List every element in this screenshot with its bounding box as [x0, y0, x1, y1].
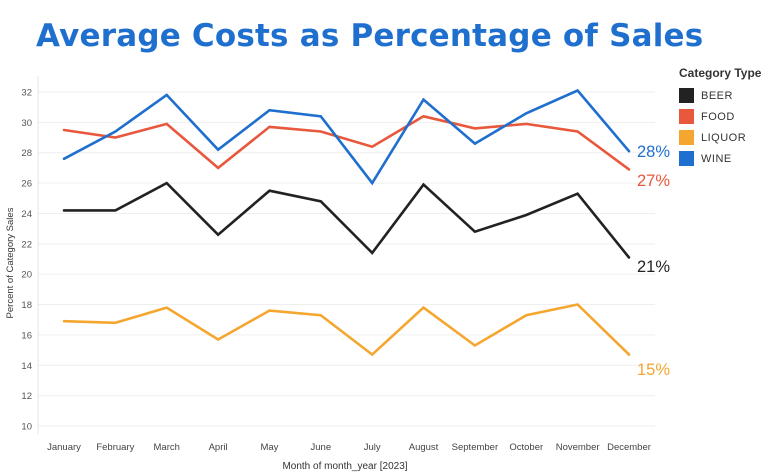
x-tick-label: November: [556, 442, 600, 453]
x-tick-label: August: [409, 442, 439, 453]
chart-title: Average Costs as Percentage of Sales: [36, 18, 704, 54]
x-tick-label: October: [509, 442, 543, 453]
legend-title: Category Type: [679, 66, 762, 80]
y-tick-label: 20: [21, 270, 32, 281]
y-tick-label: 10: [21, 422, 32, 433]
x-tick-label: December: [607, 442, 651, 453]
x-tick-label: April: [209, 442, 228, 453]
grid-lines: [37, 76, 655, 434]
legend-label: FOOD: [701, 110, 735, 123]
y-tick-label: 18: [21, 300, 32, 311]
series-lines: [62, 88, 631, 357]
y-tick-label: 26: [21, 179, 32, 190]
legend-item-beer[interactable]: BEER: [679, 85, 761, 106]
x-tick-label: July: [364, 442, 381, 453]
y-tick-label: 14: [21, 361, 32, 372]
series-line-liquor: [62, 303, 631, 357]
y-tick-label: 32: [21, 88, 32, 99]
legend-swatch: [679, 88, 694, 103]
end-label-food: 27%: [637, 172, 670, 190]
x-axis-label: Month of month_year [2023]: [282, 461, 407, 472]
y-tick-label: 22: [21, 239, 32, 250]
y-tick-label: 16: [21, 330, 32, 341]
series-line-wine: [62, 88, 631, 186]
end-label-liquor: 15%: [637, 361, 670, 379]
series-line-beer: [62, 181, 631, 259]
x-tick-label: February: [96, 442, 134, 453]
x-tick-label: January: [47, 442, 81, 453]
legend-label: BEER: [701, 89, 733, 102]
legend-item-wine[interactable]: WINE: [679, 148, 761, 169]
end-label-wine: 28%: [637, 143, 670, 161]
series-line-food: [62, 114, 631, 171]
legend-item-food[interactable]: FOOD: [679, 106, 761, 127]
y-axis-ticks: 10 12 14 16 18 20 22 24 26 28 30 32: [21, 88, 32, 433]
x-tick-label: March: [154, 442, 180, 453]
x-tick-label: May: [260, 442, 278, 453]
y-axis-label: Percent of Category Sales: [5, 207, 16, 318]
y-tick-label: 28: [21, 148, 32, 159]
legend-swatch: [679, 130, 694, 145]
y-tick-label: 24: [21, 209, 32, 220]
legend-item-liquor[interactable]: LIQUOR: [679, 127, 761, 148]
legend-swatch: [679, 109, 694, 124]
x-tick-label: June: [311, 442, 332, 453]
x-tick-label: September: [452, 442, 498, 453]
legend: Category Type BEER FOOD LIQUOR WINE: [679, 66, 761, 169]
legend-swatch: [679, 151, 694, 166]
end-label-beer: 21%: [637, 258, 670, 276]
legend-label: LIQUOR: [701, 131, 747, 144]
legend-label: WINE: [701, 152, 732, 165]
x-axis-ticks: January February March April May June July Augu…: [47, 442, 651, 453]
end-labels: 21% 27% 15% 28%: [637, 143, 670, 379]
y-tick-label: 12: [21, 391, 32, 402]
y-tick-label: 30: [21, 118, 32, 129]
